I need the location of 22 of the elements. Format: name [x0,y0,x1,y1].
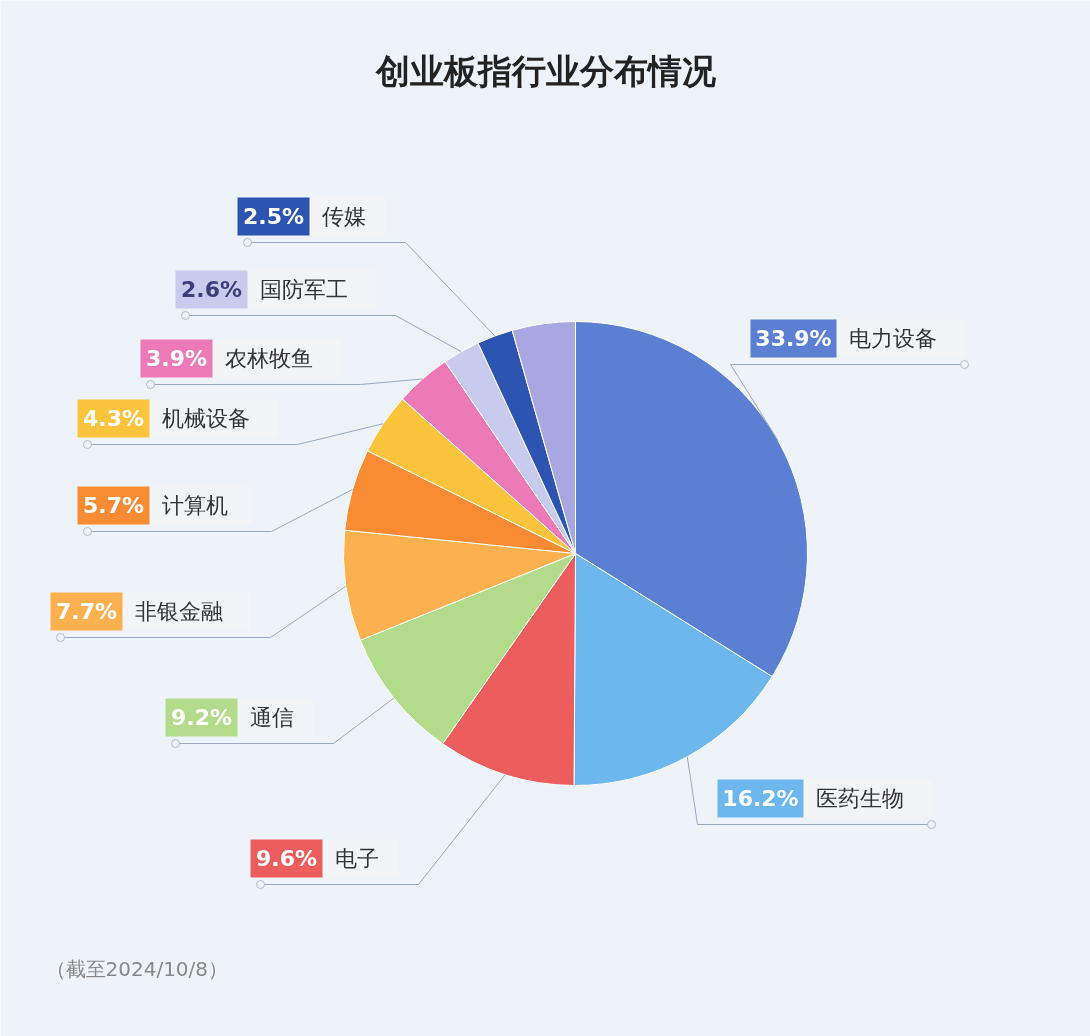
legend-label: 电子 [334,846,379,871]
data-label: 2.5% [242,204,305,229]
legend-label: 国防军工 [259,277,348,302]
data-label: 16.2% [722,786,799,811]
legend-label: 电力设备 [848,326,937,351]
data-label: 33.9% [755,326,832,351]
data-label: 9.2% [170,705,233,730]
legend-label: 机械设备 [161,406,250,431]
data-label: 5.7% [82,493,145,518]
legend-label: 计算机 [161,493,228,518]
legend-label: 医药生物 [815,786,904,811]
chart-title: 创业板指行业分布情况 [374,50,717,91]
legend-label: 通信 [249,705,294,730]
data-label: 3.9% [145,346,208,371]
legend-label: 农林牧鱼 [224,346,313,371]
legend-label: 传媒 [321,204,366,229]
data-label: 9.6% [255,846,318,871]
legend-label: 非银金融 [134,599,223,624]
data-label: 7.7% [55,599,118,624]
data-label: 2.6% [180,277,243,302]
text: （截至2024/10/8） [45,956,229,981]
data-label: 4.3% [82,406,145,431]
